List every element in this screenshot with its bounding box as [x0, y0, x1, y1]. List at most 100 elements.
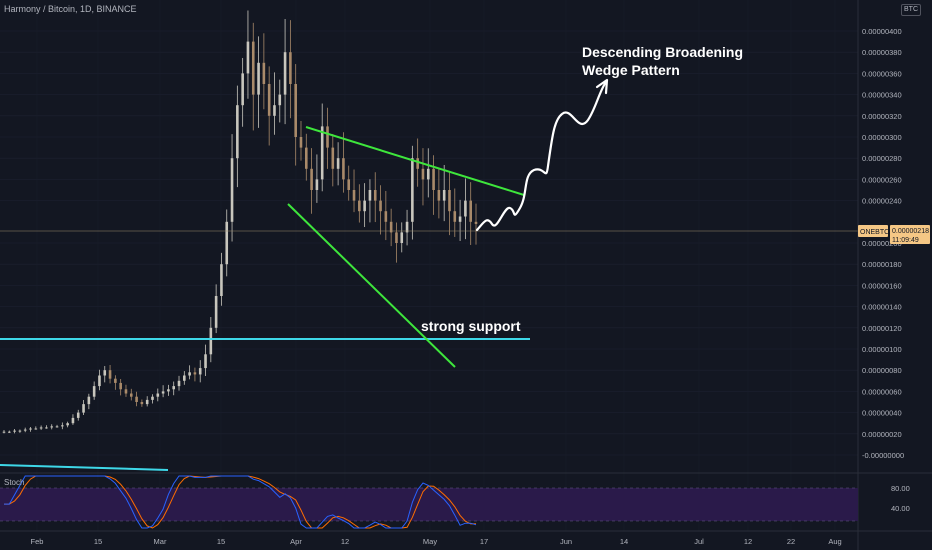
candle-body [464, 200, 467, 217]
candle-body [167, 389, 170, 392]
candle-body [336, 158, 340, 169]
price-tick-label: 0.00000100 [862, 345, 902, 354]
price-tick-label: 0.00000140 [862, 303, 902, 312]
candle-body [400, 232, 404, 243]
candle-body [458, 216, 462, 222]
candle-body [304, 147, 308, 169]
candle-body [469, 200, 472, 222]
currency-badge[interactable]: BTC [901, 4, 921, 16]
price-tick-label: 0.00000180 [862, 260, 902, 269]
candle-body [453, 211, 457, 222]
candle-body [98, 375, 101, 387]
candle-body [8, 431, 11, 433]
candle-body [421, 168, 425, 180]
candle-body [310, 168, 313, 190]
price-tick-label: 0.00000200 [862, 239, 902, 248]
price-tick-label: 0.00000160 [862, 281, 902, 290]
stoch-k-line [4, 475, 477, 529]
candle-body [204, 354, 207, 369]
candle-body [129, 393, 133, 397]
price-tick-label: 0.00000280 [862, 154, 902, 163]
candle-body [172, 386, 176, 390]
candle-body [177, 380, 181, 387]
candle-body [320, 126, 324, 180]
wedge-lower-line[interactable] [287, 203, 456, 368]
candle-body [193, 372, 197, 375]
candle-body [384, 211, 388, 222]
candle-body [283, 52, 287, 95]
candle-body [236, 105, 239, 159]
time-tick-label: Jun [560, 537, 572, 546]
candle-body [2, 431, 6, 433]
candle-body [45, 427, 48, 429]
candle-body [405, 221, 409, 233]
candle-body [373, 190, 377, 201]
lower-trend-line[interactable] [0, 464, 169, 471]
candle-body [426, 168, 430, 180]
candle-body [411, 158, 414, 222]
time-tick-label: 12 [744, 537, 752, 546]
candle-body [299, 137, 303, 148]
price-tag-price: 0.00000218 [892, 228, 929, 235]
candle-body [161, 391, 165, 394]
chart-title: Harmony / Bitcoin, 1D, BINANCE [4, 4, 137, 14]
wedge-upper-line[interactable] [305, 126, 525, 196]
candle-body [76, 412, 80, 418]
candle-body [347, 179, 351, 190]
time-tick-label: 22 [787, 537, 795, 546]
candle-body [156, 393, 160, 397]
stoch-band [0, 488, 858, 521]
time-tick-label: 15 [94, 537, 102, 546]
time-tick-label: 17 [480, 537, 488, 546]
time-tick-label: Feb [31, 537, 44, 546]
pattern-label-line1: Descending Broadening [582, 44, 743, 60]
price-tick-label: 0.00000080 [862, 366, 902, 375]
candle-body [379, 200, 382, 212]
candle-body [188, 372, 191, 376]
candle-body [278, 94, 282, 106]
candle-body [395, 232, 398, 243]
candle-body [29, 428, 32, 430]
candle-body [198, 368, 202, 375]
candle-body [18, 430, 22, 432]
candle-body [289, 52, 292, 84]
candle-body [87, 396, 91, 405]
candle-body [267, 84, 271, 116]
time-tick-label: Aug [828, 537, 841, 546]
time-tick-label: 12 [341, 537, 349, 546]
candle-body [66, 423, 69, 426]
price-tick-label: 0.00000400 [862, 27, 902, 36]
price-tick-label: 0.00000360 [862, 69, 902, 78]
candle-body [262, 62, 266, 84]
price-tick-label: 0.00000060 [862, 387, 902, 396]
price-tick-label: 0.00000300 [862, 133, 902, 142]
candle-body [230, 158, 234, 222]
candle-body [342, 158, 345, 180]
time-axis-labels: Feb 15 Mar 15 Apr 12 May 17 Jun 14 Jul 12 22 Aug [31, 537, 842, 546]
candle-body [331, 147, 335, 169]
price-tick-label: 0.00000320 [862, 112, 902, 121]
price-tick-label: 0.00000260 [862, 175, 902, 184]
candle-body [135, 396, 138, 402]
stoch-level-80: 80.00 [891, 484, 910, 493]
candle-body [294, 84, 297, 137]
candle-body [61, 425, 64, 427]
candle-body [352, 190, 356, 201]
price-tick-label: -0.00000000 [862, 451, 904, 460]
candle-body [437, 190, 441, 201]
time-tick-label: Jul [694, 537, 704, 546]
candle-body [315, 179, 319, 190]
candle-body [114, 378, 117, 383]
price-tag-box [890, 225, 930, 244]
oscillator-label: Stoch [4, 478, 25, 487]
support-label: strong support [421, 318, 521, 334]
candle-body [225, 221, 229, 265]
candle-body [140, 402, 144, 405]
time-tick-label: May [423, 537, 437, 546]
candle-body [82, 404, 85, 413]
candle-body [251, 41, 255, 95]
price-tag-countdown: 11:09:49 [892, 237, 919, 244]
price-axis-labels: 0.00000400 0.00000380 0.00000360 0.00000340… [862, 27, 904, 460]
time-tick-label: 14 [620, 537, 628, 546]
